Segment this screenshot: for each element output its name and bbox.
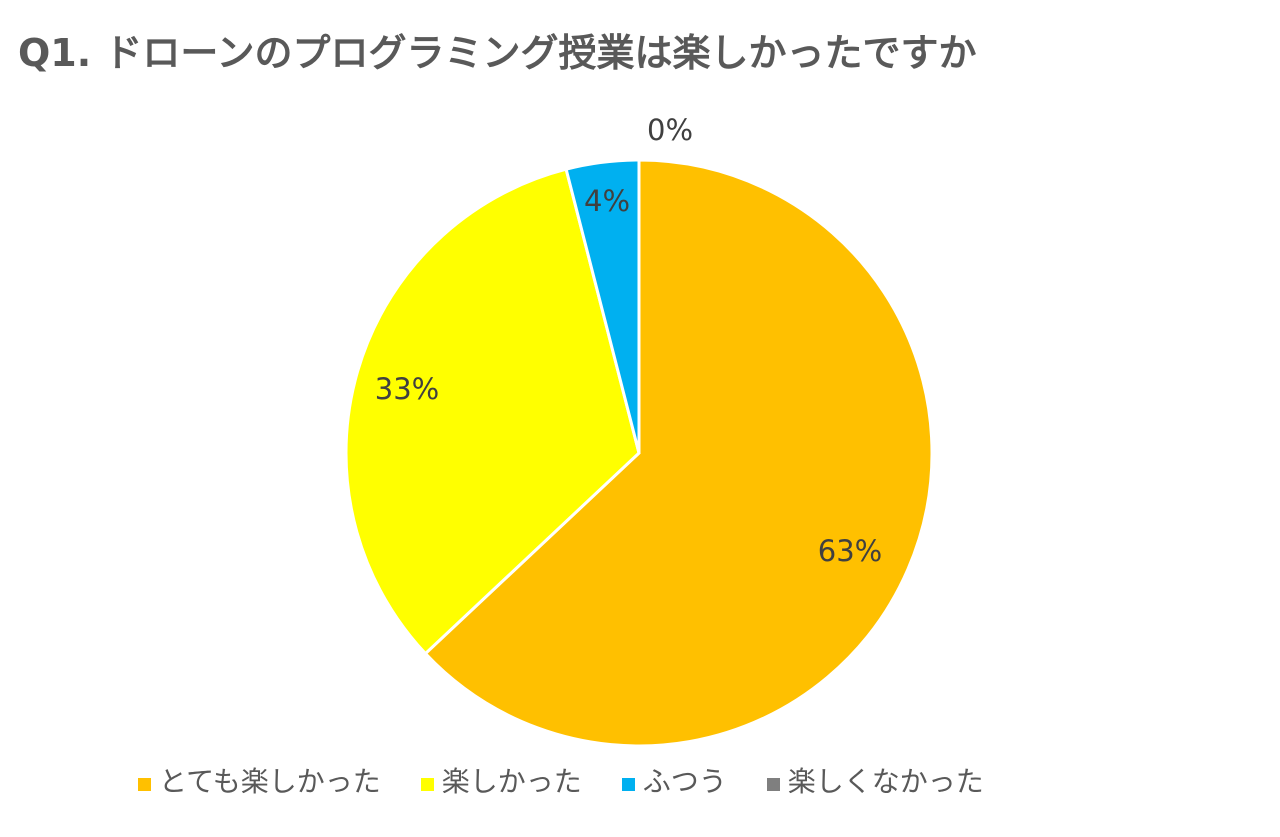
- legend: とても楽しかった 楽しかった ふつう 楽しくなかった: [138, 760, 1024, 800]
- legend-label: 楽しくなかった: [787, 765, 984, 798]
- data-label-not-fun: 0%: [646, 113, 694, 147]
- data-label-very-fun: 63%: [817, 534, 883, 568]
- legend-swatch-icon: [420, 777, 434, 791]
- legend-swatch-icon: [766, 777, 780, 791]
- pie-slices: [344, 158, 934, 748]
- legend-item-very-fun: とても楽しかった: [138, 760, 381, 800]
- legend-swatch-icon: [621, 777, 635, 791]
- chart-title: Q1. ドローンのプログラミング授業は楽しかったですか: [18, 31, 977, 75]
- data-label-fun: 33%: [374, 372, 440, 406]
- legend-swatch-icon: [138, 777, 151, 791]
- legend-item-fun: 楽しかった: [420, 760, 582, 800]
- legend-label: ふつう: [642, 765, 727, 798]
- legend-item-normal: ふつう: [621, 760, 727, 800]
- pie-slice: [423, 158, 934, 748]
- data-label-normal: 4%: [583, 184, 631, 218]
- legend-label: 楽しかった: [441, 765, 582, 798]
- legend-label: とても楽しかった: [159, 765, 381, 798]
- pie-slice: [344, 167, 641, 656]
- legend-item-not-fun: 楽しくなかった: [766, 760, 984, 800]
- pie-slice: [564, 158, 641, 454]
